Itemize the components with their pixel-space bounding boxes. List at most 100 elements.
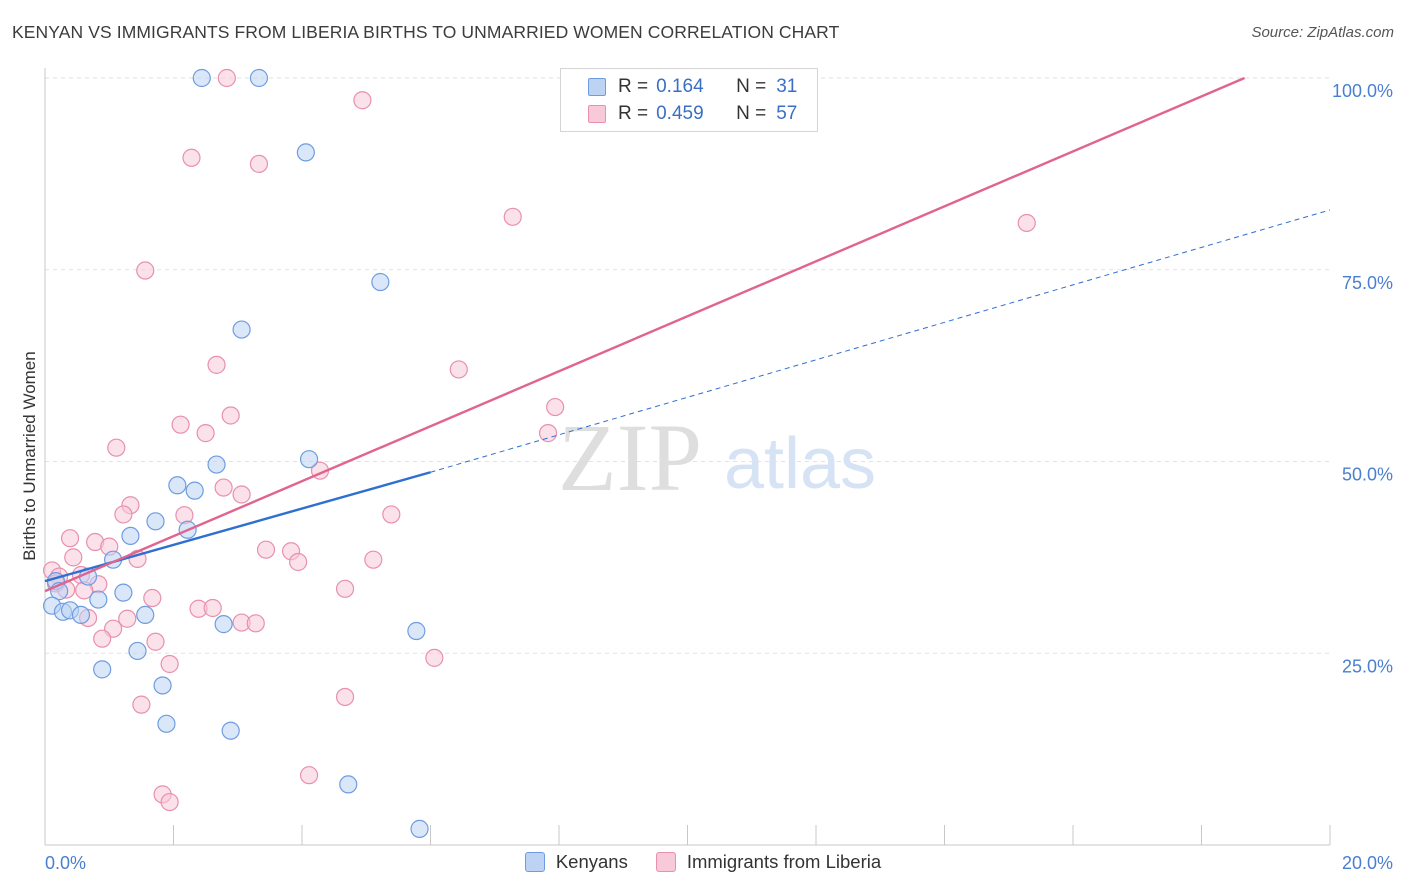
kenyan-point: [128, 641, 147, 661]
r-value: 0.164: [656, 75, 704, 97]
kenyans-legend-swatch: [524, 852, 545, 872]
kenyans-swatch: [588, 77, 606, 96]
kenyan-point: [157, 714, 176, 733]
kenyan-point: [146, 512, 165, 531]
liberia-point: [182, 148, 201, 167]
kenyan-point: [192, 68, 211, 88]
liberia-point: [203, 598, 222, 618]
trend-layer: [44, 76, 1331, 593]
liberia-point: [503, 207, 522, 226]
liberia-point: [132, 695, 151, 714]
y-tick-label: 100.0%: [1332, 81, 1393, 101]
kenyan-point: [299, 450, 319, 469]
legend-label-kenyans: Kenyans: [555, 851, 628, 872]
liberia-point: [425, 648, 444, 667]
liberia-point: [217, 68, 236, 88]
liberia-point: [232, 485, 251, 504]
y-tick-label: 75.0%: [1342, 273, 1393, 293]
kenyan-point: [71, 605, 91, 625]
liberia-point: [353, 91, 372, 110]
liberia-point: [364, 550, 383, 569]
kenyan-point: [296, 143, 315, 162]
y-tick-label: 25.0%: [1342, 656, 1393, 676]
n-value: 31: [776, 75, 798, 97]
watermark-atlas: atlas: [724, 424, 876, 504]
liberia-point: [143, 588, 162, 608]
stats-row-liberia: R = 0.459 N = 57: [561, 100, 797, 127]
liberia-point: [136, 261, 155, 280]
kenyan-point: [89, 590, 108, 609]
legend-item-kenyans[interactable]: Kenyans: [524, 851, 628, 873]
liberia-point: [256, 540, 276, 559]
kenyan-point: [168, 476, 187, 495]
liberia-trend-line: [44, 76, 1246, 593]
liberia-point: [382, 505, 401, 524]
kenyan-point: [121, 526, 140, 545]
y-tick-label: 50.0%: [1342, 465, 1393, 485]
liberia-point: [93, 629, 112, 648]
liberia-point: [107, 438, 126, 457]
kenyan-point: [207, 455, 226, 474]
r-label: R =: [618, 75, 649, 97]
chart-title: KENYAN VS IMMIGRANTS FROM LIBERIA BIRTHS…: [12, 22, 840, 42]
y-axis-label: Births to Unmarried Women: [20, 351, 39, 560]
liberia-legend-swatch: [655, 852, 676, 872]
kenyan-point: [249, 68, 269, 88]
grid-layer: [45, 77, 1330, 654]
liberia-swatch: [588, 104, 606, 123]
kenyan-point: [214, 615, 233, 634]
x-tick-label: 0.0%: [45, 853, 86, 873]
kenyan-point: [136, 605, 155, 625]
kenyan-point: [153, 676, 172, 695]
kenyan-point: [339, 775, 358, 794]
kenyan-point: [221, 721, 240, 740]
r-value: 0.459: [656, 102, 704, 124]
x-tick-label: 20.0%: [1342, 853, 1393, 873]
liberia-point: [449, 360, 468, 379]
liberia-point: [160, 792, 179, 812]
legend-item-liberia[interactable]: Immigrants from Liberia: [655, 851, 882, 873]
liberia-point: [249, 154, 269, 174]
kenyan-trend-extension: [430, 209, 1331, 473]
legend: Kenyans Immigrants from Liberia: [0, 851, 1406, 873]
legend-label-liberia: Immigrants from Liberia: [686, 851, 882, 872]
liberia-point: [335, 687, 355, 707]
stats-row-kenyans: R = 0.164 N = 31: [561, 73, 797, 100]
liberia-point: [114, 505, 133, 524]
n-label: N =: [736, 75, 767, 97]
liberia-point: [207, 355, 226, 374]
liberia-point: [335, 579, 355, 598]
liberia-point: [538, 424, 558, 443]
liberia-point: [246, 614, 265, 633]
liberia-point: [299, 766, 319, 785]
kenyan-point: [407, 621, 426, 641]
axis-layer: 100.0% 75.0% 50.0% 25.0% 0.0% 20.0%: [44, 68, 1393, 873]
n-value: 57: [776, 102, 798, 124]
source-label: Source: ZipAtlas.com: [1251, 24, 1394, 41]
points-layer: [42, 68, 1036, 838]
liberia-point: [289, 552, 308, 572]
kenyan-point: [114, 583, 133, 602]
liberia-point: [221, 406, 240, 425]
liberia-point: [60, 529, 80, 548]
liberia-point: [64, 548, 83, 567]
kenyan-point: [93, 660, 112, 679]
liberia-point: [1017, 213, 1036, 233]
liberia-point: [214, 478, 233, 497]
liberia-point: [118, 609, 137, 628]
kenyan-point: [371, 272, 390, 292]
liberia-point: [160, 654, 179, 674]
r-label: R =: [618, 102, 649, 124]
liberia-point: [146, 632, 165, 651]
watermark: ZIP atlas: [558, 404, 876, 511]
liberia-point: [546, 397, 565, 417]
watermark-zip: ZIP: [558, 404, 702, 511]
n-label: N =: [736, 102, 767, 124]
kenyan-point: [410, 819, 429, 838]
kenyan-point: [232, 320, 251, 339]
liberia-point: [196, 424, 215, 443]
kenyan-point: [185, 481, 204, 500]
liberia-point: [171, 415, 190, 434]
stats-legend: R = 0.164 N = 31 R = 0.459 N = 57: [560, 68, 818, 132]
